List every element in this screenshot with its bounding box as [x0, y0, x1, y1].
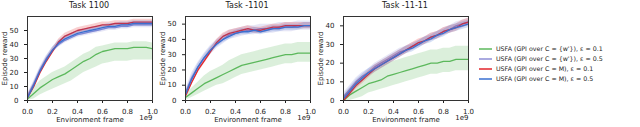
- svg-text:0: 0: [172, 97, 176, 105]
- svg-text:20: 20: [326, 59, 335, 67]
- svg-text:20: 20: [10, 69, 19, 77]
- svg-text:0: 0: [330, 97, 334, 105]
- svg-text:40: 40: [168, 36, 177, 44]
- html-text:Task -1101: Task -1101: [225, 1, 269, 10]
- svg-text:50: 50: [10, 27, 19, 35]
- svg-text:1e9: 1e9: [297, 114, 310, 122]
- svg-text:Environment frame: Environment frame: [56, 116, 124, 124]
- svg-text:Episode reward: Episode reward: [1, 32, 9, 86]
- svg-text:0.8: 0.8: [279, 108, 292, 117]
- svg-text:10: 10: [168, 81, 177, 89]
- svg-text:Environment frame: Environment frame: [214, 116, 282, 124]
- svg-text:1e9: 1e9: [455, 114, 468, 122]
- svg-text:0: 0: [14, 97, 18, 105]
- svg-text:10: 10: [326, 78, 335, 86]
- svg-text:0.0: 0.0: [22, 108, 33, 116]
- svg-text:Episode reward: Episode reward: [159, 32, 167, 86]
- svg-text:0.4: 0.4: [387, 108, 400, 117]
- html-text:USFA (GPI over C = M), ε = 0.1: USFA (GPI over C = M), ε = 0.1: [496, 65, 594, 72]
- svg-text:Environment frame: Environment frame: [372, 116, 440, 124]
- svg-text:0.0: 0.0: [180, 108, 191, 116]
- svg-text:50: 50: [168, 20, 177, 28]
- svg-text:0.8: 0.8: [437, 108, 450, 117]
- html-text:USFA (GPI over C = {w'}), ε =: USFA (GPI over C = {w'}), ε = 0.1: [496, 45, 603, 52]
- svg-text:30: 30: [168, 51, 177, 59]
- svg-text:0.6: 0.6: [412, 108, 425, 117]
- svg-text:0.2: 0.2: [204, 108, 217, 117]
- svg-text:40: 40: [10, 41, 19, 49]
- html-text:USFA (GPI over C = {w'}), ε =: USFA (GPI over C = {w'}), ε = 0.5: [496, 55, 603, 62]
- svg-text:30: 30: [326, 41, 335, 49]
- svg-text:1e9: 1e9: [139, 114, 152, 122]
- svg-text:10: 10: [10, 83, 19, 91]
- svg-text:0.6: 0.6: [254, 108, 267, 117]
- svg-text:40: 40: [326, 22, 335, 30]
- html-text:Task 1100: Task 1100: [68, 1, 110, 10]
- svg-text:20: 20: [168, 66, 177, 74]
- svg-text:30: 30: [10, 55, 19, 63]
- svg-text:0.0: 0.0: [338, 108, 349, 116]
- html-text:USFA (GPI over C = M), ε = 0.5: USFA (GPI over C = M), ε = 0.5: [496, 75, 594, 82]
- svg-text:0.6: 0.6: [96, 108, 109, 117]
- svg-text:0.2: 0.2: [362, 108, 375, 117]
- svg-text:0.4: 0.4: [71, 108, 84, 117]
- html-text:Task -11-11: Task -11-11: [382, 1, 428, 10]
- svg-text:0.2: 0.2: [46, 108, 59, 117]
- svg-text:0.8: 0.8: [121, 108, 134, 117]
- svg-text:0.4: 0.4: [229, 108, 242, 117]
- svg-text:Episode reward: Episode reward: [317, 32, 325, 86]
